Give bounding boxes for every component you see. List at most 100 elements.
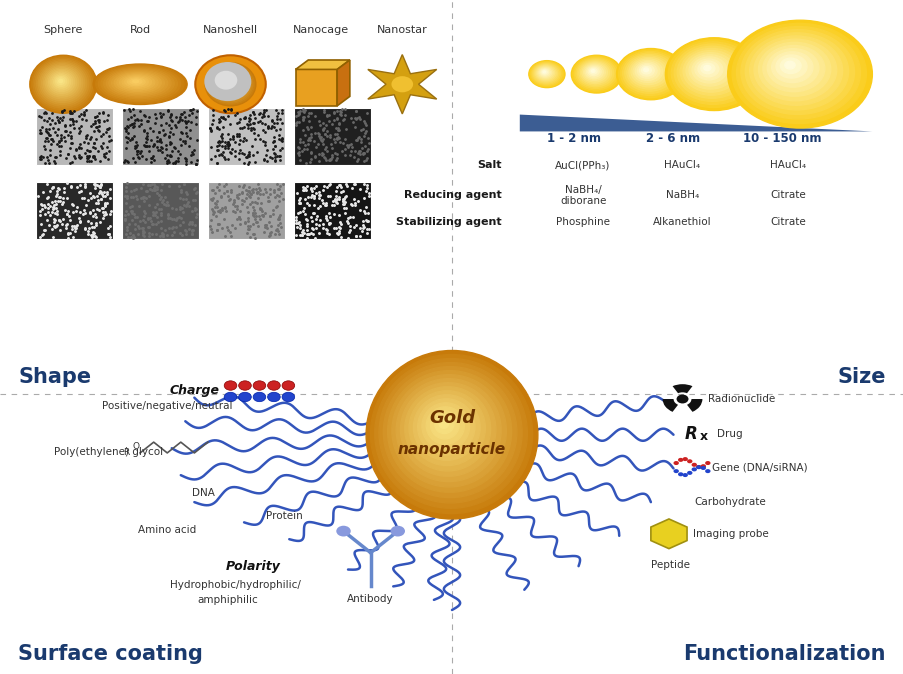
Point bbox=[61, 148, 75, 159]
Point bbox=[311, 202, 325, 213]
Ellipse shape bbox=[771, 52, 812, 83]
Point bbox=[89, 191, 104, 202]
Point bbox=[51, 195, 65, 206]
Point bbox=[228, 137, 242, 148]
Point bbox=[38, 208, 52, 219]
Point bbox=[214, 135, 228, 146]
Point bbox=[324, 149, 339, 160]
Point bbox=[76, 204, 90, 215]
Point bbox=[244, 123, 258, 134]
Point bbox=[240, 123, 255, 133]
Point bbox=[341, 226, 356, 237]
Point bbox=[314, 150, 329, 161]
Point bbox=[325, 195, 340, 206]
Point bbox=[161, 212, 175, 223]
Ellipse shape bbox=[697, 61, 718, 77]
Point bbox=[51, 115, 65, 126]
Point bbox=[47, 158, 61, 168]
Point bbox=[103, 231, 117, 242]
Point bbox=[335, 194, 349, 205]
Circle shape bbox=[682, 457, 687, 461]
Text: Positive/negative/neutral: Positive/negative/neutral bbox=[102, 401, 232, 410]
Point bbox=[51, 184, 66, 195]
Point bbox=[204, 125, 219, 136]
Point bbox=[332, 109, 347, 119]
Point bbox=[331, 226, 346, 237]
Text: Nanoshell: Nanoshell bbox=[203, 26, 257, 35]
Point bbox=[134, 183, 148, 193]
Point bbox=[342, 212, 357, 222]
Point bbox=[303, 156, 317, 167]
Text: 1 - 2 nm: 1 - 2 nm bbox=[546, 131, 600, 145]
Point bbox=[332, 217, 347, 228]
Point bbox=[42, 201, 57, 212]
Point bbox=[86, 231, 100, 241]
Ellipse shape bbox=[47, 69, 77, 95]
Point bbox=[309, 142, 323, 152]
Point bbox=[295, 114, 310, 125]
Point bbox=[168, 119, 182, 130]
Point bbox=[275, 133, 289, 144]
Point bbox=[90, 179, 105, 190]
Point bbox=[337, 133, 351, 144]
Point bbox=[148, 118, 163, 129]
Point bbox=[37, 115, 51, 125]
Point bbox=[88, 183, 102, 194]
Point bbox=[40, 126, 54, 137]
Circle shape bbox=[682, 473, 687, 477]
Circle shape bbox=[700, 464, 705, 468]
Point bbox=[137, 191, 152, 202]
Point bbox=[190, 187, 204, 197]
Point bbox=[319, 200, 333, 211]
Point bbox=[309, 181, 323, 191]
Point bbox=[304, 185, 319, 196]
Point bbox=[221, 128, 236, 139]
Point bbox=[247, 156, 262, 167]
Point bbox=[300, 224, 314, 235]
Point bbox=[184, 108, 199, 119]
Point bbox=[131, 115, 145, 125]
Point bbox=[88, 116, 102, 127]
Point bbox=[51, 123, 65, 134]
Point bbox=[293, 229, 307, 240]
Point bbox=[154, 228, 169, 239]
Point bbox=[253, 189, 267, 200]
Point bbox=[50, 205, 64, 216]
Point bbox=[152, 204, 166, 215]
Point bbox=[166, 214, 181, 225]
Wedge shape bbox=[686, 399, 702, 412]
Point bbox=[221, 136, 236, 147]
Text: Peptide: Peptide bbox=[650, 560, 689, 570]
Ellipse shape bbox=[51, 72, 72, 92]
Ellipse shape bbox=[35, 59, 90, 108]
Point bbox=[70, 182, 84, 193]
Point bbox=[355, 216, 369, 226]
Point bbox=[118, 143, 133, 154]
Point bbox=[243, 188, 257, 199]
Point bbox=[250, 179, 265, 189]
Point bbox=[125, 119, 139, 130]
Point bbox=[314, 135, 329, 146]
Point bbox=[165, 128, 180, 139]
Point bbox=[219, 138, 234, 149]
Point bbox=[92, 182, 107, 193]
Point bbox=[248, 217, 263, 228]
Point bbox=[51, 136, 66, 147]
Ellipse shape bbox=[220, 75, 237, 90]
Point bbox=[211, 185, 226, 195]
Point bbox=[98, 191, 112, 202]
Point bbox=[52, 141, 67, 152]
Point bbox=[213, 137, 228, 148]
Point bbox=[99, 186, 114, 197]
Point bbox=[91, 205, 106, 216]
Point bbox=[101, 223, 116, 234]
Point bbox=[317, 105, 331, 116]
Point bbox=[213, 205, 228, 216]
Point bbox=[184, 217, 199, 228]
Point bbox=[85, 151, 99, 162]
Ellipse shape bbox=[219, 74, 238, 91]
Point bbox=[217, 188, 231, 199]
Ellipse shape bbox=[119, 75, 154, 90]
Point bbox=[210, 224, 225, 235]
Point bbox=[306, 190, 321, 201]
